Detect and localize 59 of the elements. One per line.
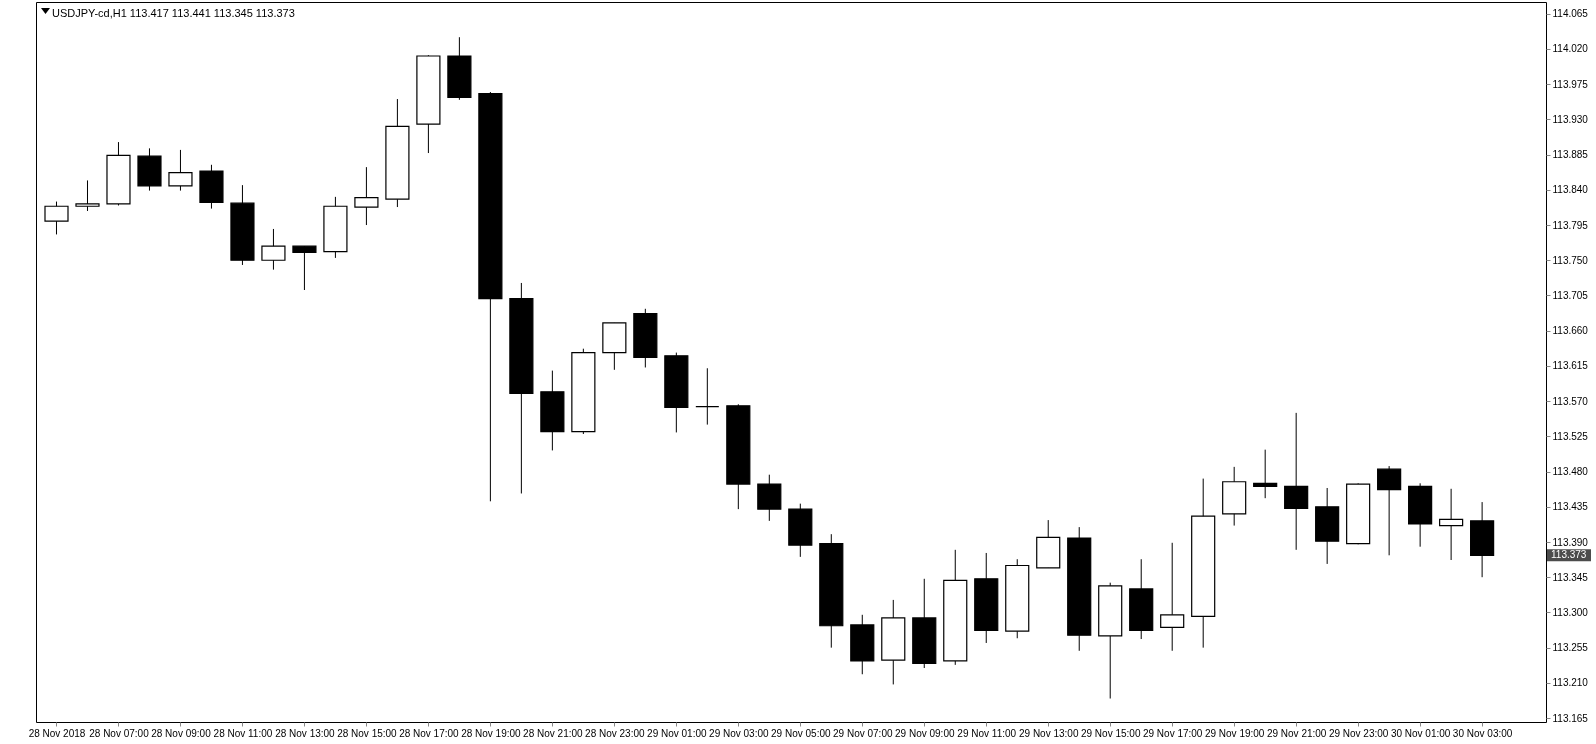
x-tick-label: 28 Nov 23:00 xyxy=(585,727,646,739)
y-tick-label: 113.525 xyxy=(1552,430,1589,442)
x-tick-label: 30 Nov 01:00 xyxy=(1390,727,1451,739)
x-tick-label: 29 Nov 23:00 xyxy=(1328,727,1389,739)
y-tick-label: 113.750 xyxy=(1552,254,1589,266)
y-tick-label: 113.255 xyxy=(1552,642,1589,654)
x-tick-label: 28 Nov 09:00 xyxy=(151,727,212,739)
x-tick-label: 28 Nov 11:00 xyxy=(213,727,273,739)
x-tick-label: 29 Nov 17:00 xyxy=(1142,727,1203,739)
x-tick-label: 28 Nov 2018 xyxy=(28,727,86,739)
candlestick xyxy=(695,367,720,426)
x-tick-label: 28 Nov 15:00 xyxy=(337,727,398,739)
candlestick xyxy=(1377,465,1402,556)
chart-title: USDJPY-cd,H1 113.417 113.441 113.345 113.373 xyxy=(52,7,295,19)
y-tick-label: 113.570 xyxy=(1552,395,1589,407)
candlestick xyxy=(292,245,317,291)
candlestick xyxy=(168,149,193,192)
y-tick-label: 113.705 xyxy=(1552,289,1589,301)
x-tick-label: 30 Nov 03:00 xyxy=(1452,727,1513,739)
candlestick xyxy=(261,228,286,271)
y-tick-label: 113.840 xyxy=(1552,184,1589,196)
x-tick-label: 29 Nov 05:00 xyxy=(771,727,831,739)
x-tick-label: 28 Nov 07:00 xyxy=(89,727,150,739)
y-tick-label: 114.065 xyxy=(1552,8,1589,20)
x-tick-label: 29 Nov 07:00 xyxy=(833,727,893,739)
y-tick-label: 113.435 xyxy=(1552,501,1589,513)
x-tick-label: 29 Nov 21:00 xyxy=(1266,727,1327,739)
x-tick-label: 28 Nov 17:00 xyxy=(399,727,460,739)
y-tick-label: 113.930 xyxy=(1552,113,1589,125)
candlestick xyxy=(354,166,379,226)
text: 113.373 xyxy=(1551,549,1587,561)
y-tick-label: 113.975 xyxy=(1552,78,1589,90)
y-tick-label: 113.615 xyxy=(1552,360,1589,372)
candlestick xyxy=(75,179,100,212)
x-tick-label: 29 Nov 11:00 xyxy=(957,727,1017,739)
y-tick-label: 113.660 xyxy=(1552,325,1589,337)
candlestick xyxy=(1284,412,1309,551)
y-tick-label: 113.885 xyxy=(1552,149,1589,161)
y-tick-label: 113.165 xyxy=(1552,712,1589,724)
x-tick-label: 29 Nov 15:00 xyxy=(1080,727,1141,739)
x-tick-label: 29 Nov 03:00 xyxy=(709,727,769,739)
y-tick-label: 113.390 xyxy=(1552,536,1589,548)
x-tick-label: 28 Nov 19:00 xyxy=(461,727,522,739)
y-tick-label: 113.345 xyxy=(1552,571,1589,583)
y-tick-label: 113.480 xyxy=(1552,466,1589,478)
x-tick-label: 29 Nov 01:00 xyxy=(647,727,708,739)
x-tick-label: 29 Nov 13:00 xyxy=(1018,727,1079,739)
y-tick-label: 114.020 xyxy=(1552,43,1589,55)
candlestick xyxy=(1253,449,1278,499)
candlestick xyxy=(1439,488,1464,561)
candlestick xyxy=(1160,542,1185,652)
x-tick-label: 28 Nov 13:00 xyxy=(275,727,336,739)
y-tick-label: 113.210 xyxy=(1552,677,1589,689)
x-tick-label: 29 Nov 19:00 xyxy=(1204,727,1265,739)
y-tick-label: 113.300 xyxy=(1552,606,1589,618)
y-tick-label: 113.795 xyxy=(1552,219,1589,231)
x-tick-label: 28 Nov 21:00 xyxy=(523,727,584,739)
x-tick-label: 29 Nov 09:00 xyxy=(895,727,955,739)
candlestick xyxy=(44,201,69,235)
